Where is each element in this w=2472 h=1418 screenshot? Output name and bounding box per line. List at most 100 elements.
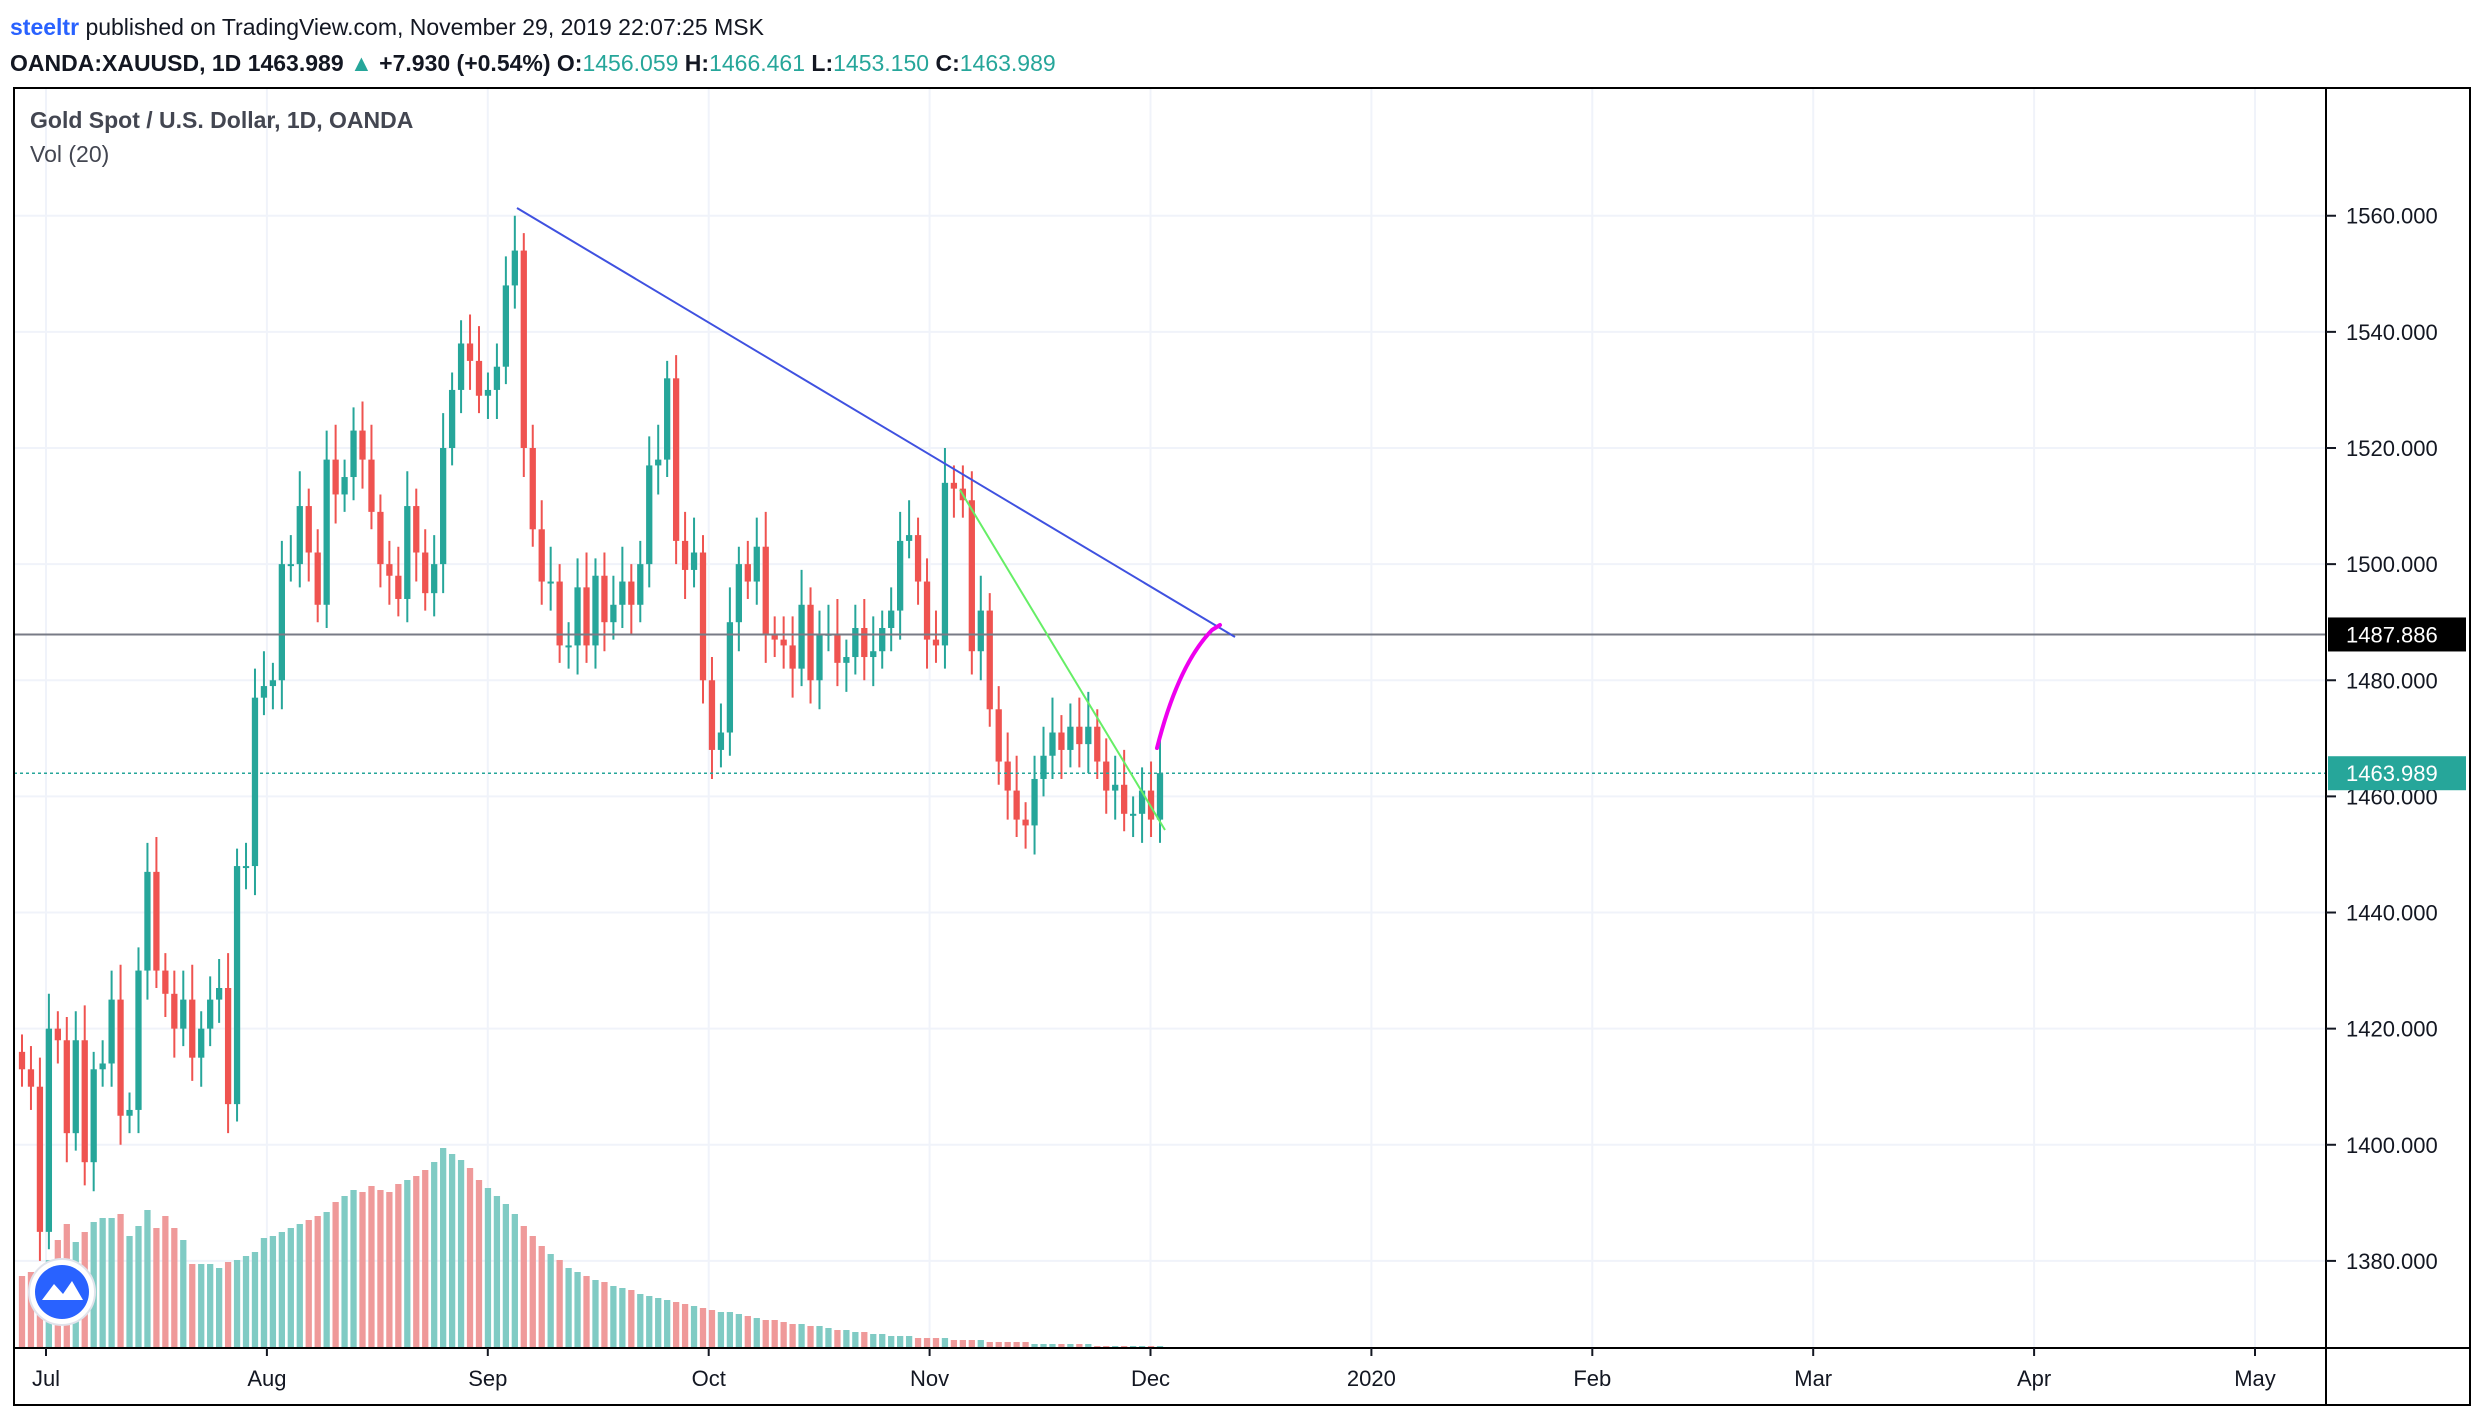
volume-bar (977, 1340, 984, 1348)
candle-body (332, 459, 339, 495)
candle-body (251, 697, 259, 867)
volume-bar (233, 1260, 241, 1348)
volume-bar (574, 1272, 581, 1348)
candle-body (870, 651, 877, 658)
volume-bar (968, 1340, 975, 1348)
x-tick-label: Mar (1794, 1366, 1832, 1391)
volume-bar (807, 1326, 814, 1348)
candle-body (81, 1040, 88, 1163)
candle-body (601, 575, 608, 623)
volume-bar (798, 1324, 805, 1348)
candle-body (762, 546, 769, 634)
volume-bar (628, 1290, 635, 1348)
candle-body (699, 552, 707, 681)
volume-bar (359, 1192, 366, 1348)
x-tick-label: May (2234, 1366, 2276, 1391)
volume-bar (135, 1226, 142, 1348)
candle-body (18, 1051, 26, 1070)
volume-bar (215, 1268, 223, 1348)
x-tick-label: Feb (1573, 1366, 1611, 1391)
volume-bar (1031, 1344, 1038, 1348)
candle-body (1121, 784, 1128, 814)
volume-bar (413, 1176, 420, 1348)
y-tick-label: 1440.000 (2346, 901, 2438, 926)
low-value: 1453.150 (833, 50, 930, 76)
volume-bar (547, 1254, 554, 1348)
candle-body (574, 587, 581, 646)
volume-bar (207, 1264, 214, 1348)
price-label-text: 1487.886 (2346, 622, 2438, 647)
volume-bar (502, 1204, 510, 1348)
candle-body (404, 506, 411, 599)
volume-bar (825, 1328, 832, 1348)
volume-bar (681, 1304, 689, 1348)
candle-body (879, 628, 886, 652)
open-label: O: (556, 50, 583, 76)
candle-body (233, 866, 241, 1105)
volume-bar (690, 1306, 698, 1348)
candle-body (1022, 819, 1029, 826)
candle-body (798, 604, 805, 669)
candle-body (789, 645, 796, 669)
candle-body (287, 564, 294, 567)
candle-body (941, 482, 949, 646)
volume-bar (431, 1162, 438, 1348)
volume-bar (565, 1268, 572, 1348)
grid-lines (14, 88, 2326, 1348)
volume-bar (1076, 1344, 1083, 1348)
volume-bar (493, 1196, 501, 1348)
volume-bar (556, 1260, 563, 1348)
volume-bar (162, 1216, 169, 1348)
candle-body (977, 610, 984, 652)
volume-bar (448, 1154, 456, 1348)
candle-body (207, 999, 214, 1029)
volume-bar (466, 1168, 474, 1348)
candle-body (1049, 732, 1056, 756)
candle-body (36, 1086, 44, 1232)
volume-bar (314, 1216, 321, 1348)
candle-body (126, 1109, 133, 1116)
publish-info: published on TradingView.com, November 2… (85, 14, 764, 40)
candle-body (708, 680, 716, 750)
volume-bar (377, 1190, 384, 1348)
volume-bar (332, 1202, 339, 1348)
symbol-label: OANDA:XAUUSD, 1D (10, 50, 242, 76)
open-value: 1456.059 (582, 50, 679, 76)
price-labels: 1487.886 1463.989 (2328, 617, 2466, 791)
volume-bar (619, 1288, 626, 1348)
candle-body (413, 506, 420, 553)
candle-body (816, 633, 823, 681)
close-value: 1463.989 (959, 50, 1056, 76)
candle-body (269, 680, 277, 687)
volume-bar (1085, 1344, 1092, 1348)
candle-body (690, 552, 698, 570)
volume-bar (287, 1228, 294, 1348)
volume-bar (672, 1302, 680, 1348)
volume-bar (350, 1190, 357, 1348)
time-axis[interactable]: Jul Aug Sep Oct Nov Dec 2020 Feb Mar Apr May (32, 1348, 2276, 1391)
candle-body (592, 575, 599, 646)
candle-body (117, 999, 124, 1116)
price-axis-border (2325, 87, 2471, 1349)
x-tick-label: Oct (692, 1366, 726, 1391)
y-tick-label: 1380.000 (2346, 1249, 2438, 1274)
volume-bar (368, 1186, 375, 1348)
volume-bar (592, 1280, 599, 1348)
candle-body (538, 529, 545, 582)
candle-body (1129, 813, 1137, 816)
volume-bar (753, 1318, 760, 1348)
author-link[interactable]: steeltr (10, 14, 80, 40)
chart-header: steeltr published on TradingView.com, No… (10, 8, 1610, 80)
volume-bar (260, 1238, 268, 1348)
candle-body (108, 999, 115, 1064)
volume-bar (269, 1236, 277, 1348)
candle-body (180, 999, 187, 1029)
high-value: 1466.461 (709, 50, 806, 76)
plot-border (13, 87, 2327, 1349)
tradingview-logo[interactable] (28, 1258, 96, 1326)
price-axis[interactable]: 1380.0001400.0001420.0001440.0001460.000… (2326, 204, 2438, 1274)
volume-bar (153, 1228, 160, 1348)
axis-corner (2325, 1347, 2471, 1406)
candle-body (466, 343, 474, 361)
